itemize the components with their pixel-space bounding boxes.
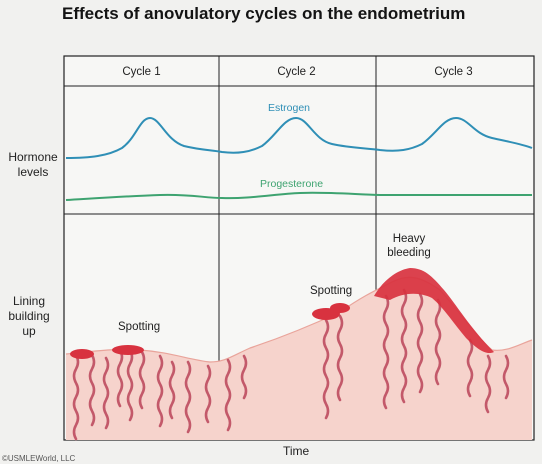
cycle-2-header: Cycle 2 (277, 66, 316, 78)
heavy-bleeding-label: Heavy bleeding (387, 233, 431, 259)
estrogen-label: Estrogen (268, 102, 311, 114)
heavy-bleeding-patch (374, 268, 494, 354)
time-axis-label: Time (283, 444, 310, 458)
spotting-label-1: Spotting (118, 321, 161, 333)
spotting-label-2: Spotting (310, 285, 353, 297)
cycle-3-header: Cycle 3 (434, 66, 473, 78)
progesterone-label: Progesterone (260, 178, 324, 190)
lining-building-label: Lining building up (8, 294, 50, 338)
progesterone-curve (65, 191, 532, 201)
cycle-1-header: Cycle 1 (122, 66, 161, 78)
estrogen-curve (65, 116, 533, 159)
spiral-arteries (72, 288, 510, 441)
diagram-title: Effects of anovulatory cycles on the end… (62, 4, 466, 23)
endometrial-lining (66, 277, 532, 440)
copyright-text: ©USMLEWorld, LLC (2, 454, 76, 463)
hormone-levels-label: Hormone levels (8, 150, 58, 179)
spotting-patches (70, 303, 350, 359)
